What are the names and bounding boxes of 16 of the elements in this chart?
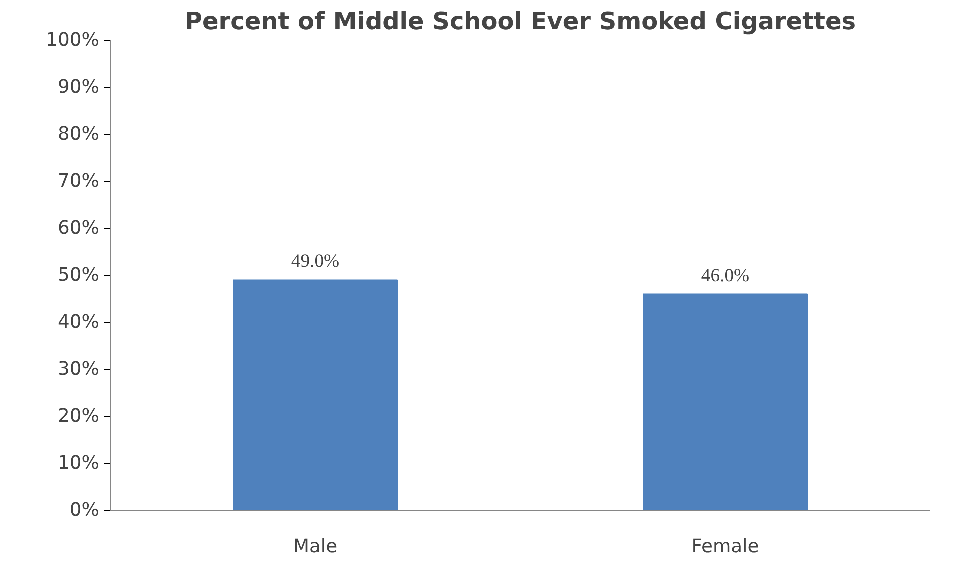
y-tick-label: 100%: [46, 30, 100, 51]
y-tick-label: 50%: [58, 265, 100, 286]
y-tick-label: 0%: [70, 500, 100, 521]
x-tick-label: Male: [293, 536, 338, 558]
y-tick-label: 80%: [58, 124, 100, 145]
y-tick-label: 30%: [58, 359, 100, 380]
y-tick-label: 90%: [58, 77, 100, 98]
y-tick-label: 40%: [58, 312, 100, 333]
data-label: 49.0%: [291, 251, 340, 272]
y-tick-label: 10%: [58, 453, 100, 474]
y-tick-label: 60%: [58, 218, 100, 239]
y-tick-label: 70%: [58, 171, 100, 192]
x-tick-label: Female: [692, 536, 760, 558]
y-tick-label: 20%: [58, 406, 100, 427]
data-label: 46.0%: [701, 265, 750, 286]
chart-title: Percent of Middle School Ever Smoked Cigarettes: [184, 8, 856, 36]
